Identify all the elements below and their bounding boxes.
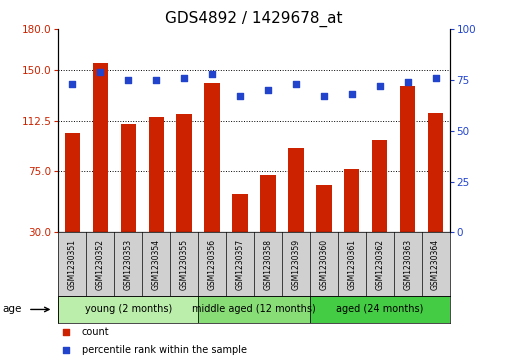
Text: middle aged (12 months): middle aged (12 months) (192, 305, 316, 314)
Point (68, 81, 76, 87)
Text: GSM1230352: GSM1230352 (96, 238, 105, 290)
Point (180, 75, 188, 81)
Text: young (2 months): young (2 months) (85, 305, 172, 314)
Point (292, 81, 300, 87)
Point (375, 83, 384, 89)
Text: age: age (3, 305, 22, 314)
Bar (316, 185, 332, 232)
Bar (148, 117, 164, 232)
Text: GSM1230358: GSM1230358 (264, 238, 272, 290)
Point (152, 77, 160, 83)
Text: GSM1230354: GSM1230354 (152, 238, 161, 290)
Text: GSM1230359: GSM1230359 (292, 238, 300, 290)
Point (124, 77, 132, 83)
Text: aged (24 months): aged (24 months) (336, 305, 423, 314)
Bar (92, 63, 108, 232)
Bar (204, 83, 220, 232)
Bar (372, 140, 388, 232)
Point (347, 91, 356, 97)
Text: GSM1230362: GSM1230362 (375, 238, 384, 290)
Text: GDS4892 / 1429678_at: GDS4892 / 1429678_at (165, 11, 343, 27)
Bar (344, 169, 360, 232)
Bar (232, 194, 248, 232)
Text: GSM1230360: GSM1230360 (320, 238, 328, 290)
Bar (260, 175, 276, 232)
Text: GSM1230357: GSM1230357 (236, 238, 244, 290)
Bar (428, 113, 443, 232)
Point (62, 347, 70, 353)
Point (96, 69, 104, 75)
Bar (288, 148, 304, 232)
Point (208, 71, 216, 77)
Bar (198, 296, 310, 323)
Point (264, 87, 272, 93)
Bar (176, 114, 192, 232)
Bar (58, 296, 198, 323)
Text: GSM1230351: GSM1230351 (68, 238, 77, 290)
Text: GSM1230353: GSM1230353 (124, 238, 133, 290)
Point (62, 329, 70, 335)
Text: GSM1230364: GSM1230364 (431, 238, 440, 290)
Point (320, 93, 328, 99)
Bar (120, 124, 136, 232)
Point (236, 93, 244, 99)
Point (431, 75, 439, 81)
Text: count: count (82, 327, 110, 337)
Point (403, 79, 411, 85)
Text: GSM1230361: GSM1230361 (347, 238, 356, 290)
Text: GSM1230356: GSM1230356 (208, 238, 216, 290)
Bar (310, 296, 450, 323)
Bar (400, 86, 416, 232)
Text: percentile rank within the sample: percentile rank within the sample (82, 345, 247, 355)
Text: GSM1230355: GSM1230355 (180, 238, 188, 290)
Text: GSM1230363: GSM1230363 (403, 238, 412, 290)
Bar (65, 133, 80, 232)
